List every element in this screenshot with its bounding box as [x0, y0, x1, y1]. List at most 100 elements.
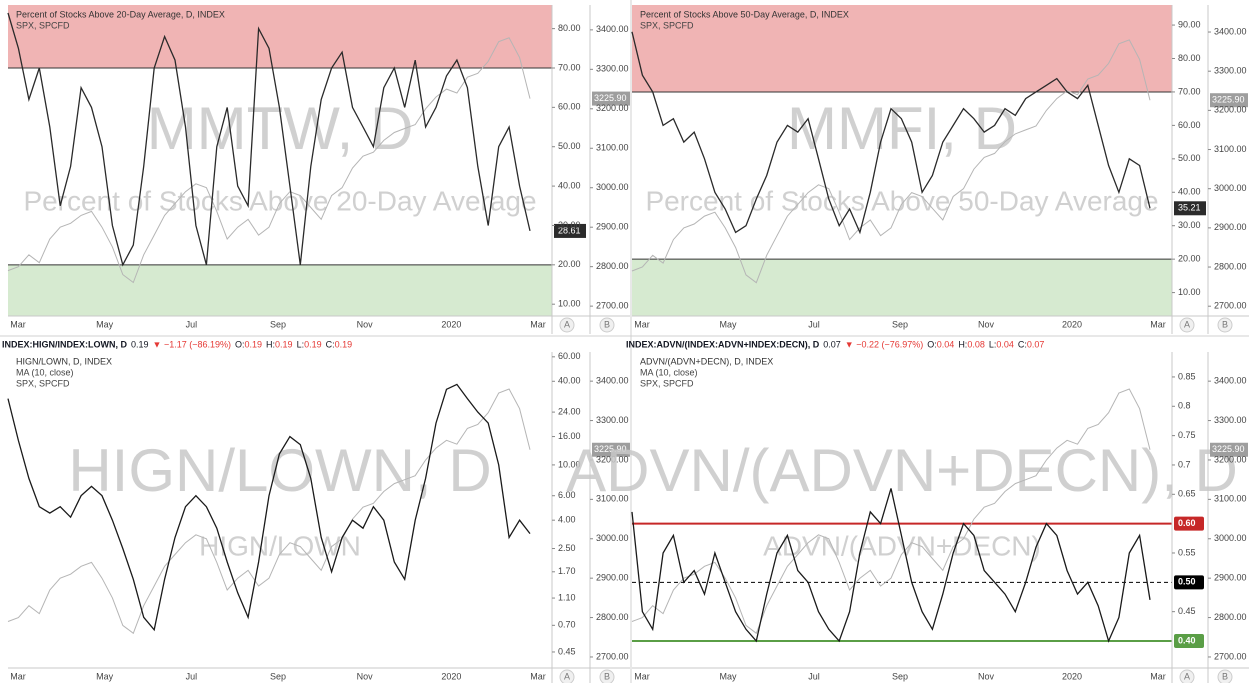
- spx-last-box: [592, 91, 630, 106]
- level-box: [1174, 516, 1204, 531]
- scale-button[interactable]: [1179, 669, 1195, 683]
- scale-button[interactable]: [559, 669, 575, 683]
- y2-tick-label: 3400.00: [1214, 26, 1247, 36]
- band: [632, 259, 1172, 316]
- x-tick-label: May: [96, 671, 114, 681]
- spx-last-label: 3225.90: [1212, 444, 1245, 454]
- x-tick-label: 2020: [1062, 319, 1082, 329]
- scale-button-label[interactable]: B: [604, 319, 610, 329]
- y-tick-label: 60.00: [558, 351, 581, 361]
- y2-tick-label: 2900.00: [596, 573, 629, 583]
- x-tick-label: May: [719, 319, 737, 329]
- chart-title: Percent of Stocks Above 20-Day Average, …: [16, 9, 225, 19]
- header-segment: L:: [297, 339, 305, 349]
- x-tick-label: Mar: [530, 671, 546, 681]
- y2-tick-label: 3100.00: [596, 494, 629, 504]
- y-tick-label: 70.00: [1178, 86, 1201, 96]
- x-tick-label: Mar: [10, 671, 26, 681]
- scale-button[interactable]: [599, 317, 615, 333]
- chart-title: HIGN/LOWN, D, INDEX: [16, 356, 112, 366]
- y-tick-label: 60.00: [558, 102, 581, 112]
- y-tick-label: 80.00: [558, 23, 581, 33]
- y-tick-label: 0.45: [558, 646, 576, 656]
- x-tick-label: 2020: [1062, 671, 1082, 681]
- x-tick-label: Sep: [892, 671, 908, 681]
- scale-button-label[interactable]: A: [564, 319, 570, 329]
- last-value-box: [554, 223, 586, 238]
- y2-tick-label: 3100.00: [596, 143, 629, 153]
- header-segment: 0.07: [823, 339, 841, 349]
- x-tick-label: Nov: [978, 319, 995, 329]
- spx-line: [7, 37, 531, 284]
- y-tick-label: 0.55: [1178, 547, 1196, 557]
- indicator-line: [631, 31, 1151, 235]
- scale-button[interactable]: [559, 317, 575, 333]
- y2-tick-label: 2900.00: [596, 222, 629, 232]
- spx-last-box: [1210, 93, 1248, 108]
- header-segment: H:: [958, 339, 967, 349]
- indicator-line: [7, 12, 531, 267]
- x-tick-label: 2020: [441, 319, 461, 329]
- header-segment: 0.08: [967, 339, 985, 349]
- header-segment: L:: [989, 339, 997, 349]
- y2-tick-label: 3200.00: [1214, 454, 1247, 464]
- watermark: MMTW, D: [147, 95, 414, 162]
- scale-button[interactable]: [1217, 317, 1233, 333]
- y-tick-label: 60.00: [1178, 120, 1201, 130]
- y2-tick-label: 2700.00: [596, 301, 629, 311]
- y2-tick-label: 2800.00: [596, 261, 629, 271]
- scale-button-label[interactable]: A: [1184, 319, 1190, 329]
- scale-button-label[interactable]: A: [564, 671, 570, 681]
- y2-tick-label: 3000.00: [1214, 533, 1247, 543]
- chart-title: ADVN/(ADVN+DECN), D, INDEX: [640, 356, 773, 366]
- spx-line: [7, 388, 531, 635]
- y2-tick-label: 2700.00: [1214, 301, 1247, 311]
- y-tick-label: 80.00: [1178, 53, 1201, 63]
- x-tick-label: 2020: [441, 671, 461, 681]
- last-value-label: 28.61: [558, 225, 581, 235]
- header-segment: INDEX:ADVN/(INDEX:ADVN+INDEX:DECN), D: [626, 339, 820, 349]
- spx-last-box: [592, 442, 630, 457]
- header-segment: C:: [1018, 339, 1027, 349]
- y-tick-label: 10.00: [558, 299, 581, 309]
- y-tick-label: 90.00: [1178, 19, 1201, 29]
- y2-tick-label: 3100.00: [1214, 494, 1247, 504]
- y2-tick-label: 3300.00: [1214, 415, 1247, 425]
- level-label: 0.40: [1178, 635, 1196, 645]
- scale-button[interactable]: [599, 669, 615, 683]
- watermark: HIGN/LOWN, D: [68, 437, 491, 504]
- spx-line: [631, 388, 1151, 635]
- scale-button-label[interactable]: B: [604, 671, 610, 681]
- last-value-label: 35.21: [1178, 203, 1201, 213]
- y-tick-label: 1.10: [558, 592, 576, 602]
- scale-button[interactable]: [1179, 317, 1195, 333]
- y-tick-label: 50.00: [558, 141, 581, 151]
- spx-last-label: 3225.90: [1212, 95, 1245, 105]
- scale-button[interactable]: [1217, 669, 1233, 683]
- watermark-sub: Percent of Stocks Above 20-Day Average: [23, 185, 536, 216]
- x-tick-label: Mar: [1150, 319, 1166, 329]
- y2-tick-label: 3200.00: [1214, 105, 1247, 115]
- y2-tick-label: 3300.00: [1214, 66, 1247, 76]
- scale-button-label[interactable]: B: [1222, 671, 1228, 681]
- y-tick-label: 20.00: [558, 259, 581, 269]
- x-tick-label: Mar: [1150, 671, 1166, 681]
- scale-button-label[interactable]: A: [1184, 671, 1190, 681]
- scale-button-label[interactable]: B: [1222, 319, 1228, 329]
- y-tick-label: 0.8: [1178, 401, 1191, 411]
- x-tick-label: Mar: [10, 319, 26, 329]
- x-tick-label: Jul: [186, 671, 198, 681]
- indicator-line: [7, 383, 531, 632]
- header-segment: INDEX:HIGN/INDEX:LOWN, D: [2, 339, 127, 349]
- legend-entry: SPX, SPCFD: [640, 20, 694, 30]
- last-value-box: [1174, 201, 1206, 216]
- y2-tick-label: 3100.00: [1214, 144, 1247, 154]
- watermark-sub: Percent of Stocks Above 50-Day Average: [645, 185, 1158, 216]
- header-segment: 0.04: [996, 339, 1014, 349]
- y-tick-label: 24.00: [558, 406, 581, 416]
- y-tick-label: 30.00: [1178, 220, 1201, 230]
- y2-tick-label: 2900.00: [1214, 573, 1247, 583]
- y-tick-label: 0.85: [1178, 371, 1196, 381]
- y-tick-label: 70.00: [558, 62, 581, 72]
